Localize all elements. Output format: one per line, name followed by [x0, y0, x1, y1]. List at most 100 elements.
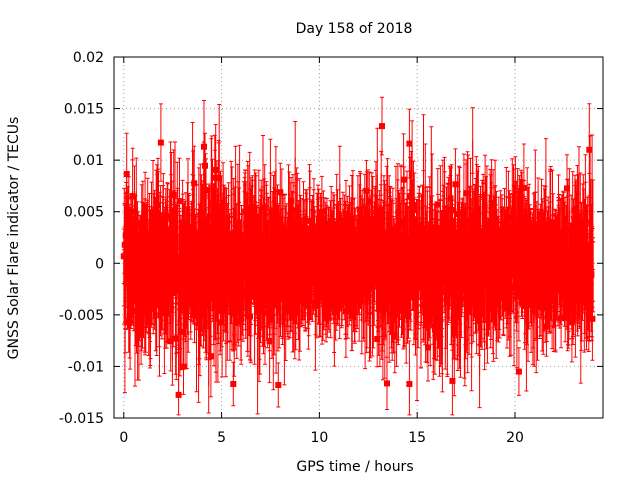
data-point: [219, 271, 226, 277]
data-point: [583, 304, 590, 311]
data-point: [220, 308, 227, 315]
y-tick-label: 0.005: [64, 205, 104, 221]
data-point: [217, 319, 224, 326]
data-point: [493, 258, 500, 265]
data-point: [569, 307, 576, 314]
data-point: [487, 303, 494, 310]
data-point: [137, 253, 144, 260]
y-tick-label: -0.01: [68, 359, 104, 375]
data-point: [147, 306, 154, 313]
data-point: [361, 256, 368, 263]
data-point: [278, 271, 285, 278]
data-point: [378, 251, 385, 258]
data-point: [558, 315, 565, 322]
data-point: [346, 274, 353, 281]
data-point: [363, 187, 370, 194]
data-point: [184, 279, 191, 286]
data-point: [145, 293, 152, 300]
data-point: [151, 214, 158, 220]
data-point: [228, 249, 235, 256]
data-point: [320, 208, 327, 215]
data-point: [425, 344, 431, 351]
data-point: [479, 288, 486, 295]
data-point: [133, 307, 140, 314]
data-point: [321, 260, 328, 267]
data-point: [532, 283, 539, 290]
data-point: [524, 242, 531, 249]
data-point: [488, 199, 495, 206]
data-point: [129, 193, 136, 200]
data-point: [304, 268, 311, 275]
data-point: [242, 208, 249, 215]
data-point: [298, 251, 305, 258]
data-point: [451, 242, 458, 249]
data-point: [329, 262, 336, 269]
data-point: [159, 216, 166, 223]
data-point: [563, 278, 569, 285]
data-point: [306, 217, 313, 224]
data-point: [398, 288, 405, 295]
data-point: [579, 275, 586, 282]
data-point: [225, 245, 232, 252]
data-point: [543, 323, 550, 330]
data-point: [458, 295, 465, 302]
data-point: [122, 232, 129, 239]
data-point: [536, 245, 543, 252]
data-point: [152, 287, 159, 294]
data-point: [460, 254, 467, 261]
data-point: [289, 291, 296, 298]
data-point: [351, 287, 358, 294]
data-point: [170, 192, 177, 198]
data-point: [305, 297, 312, 304]
data-point: [158, 250, 164, 257]
data-point: [457, 274, 464, 281]
data-point: [212, 166, 219, 173]
data-point: [358, 239, 365, 245]
data-point: [566, 261, 573, 268]
data-point: [182, 273, 189, 280]
data-point: [232, 303, 239, 310]
data-point: [379, 306, 386, 312]
data-point: [269, 250, 276, 257]
data-point: [355, 251, 362, 258]
data-point: [164, 213, 171, 220]
data-point: [535, 276, 542, 283]
data-point: [218, 205, 225, 212]
data-point: [565, 304, 572, 310]
data-point: [247, 313, 253, 320]
data-point: [447, 195, 454, 202]
data-point: [161, 288, 168, 295]
data-point: [141, 249, 148, 256]
data-point: [461, 258, 468, 265]
data-point: [466, 309, 473, 316]
data-point: [529, 255, 536, 261]
data-point: [455, 233, 462, 240]
data-point: [322, 228, 329, 235]
data-point: [195, 268, 202, 275]
data-point: [160, 306, 167, 313]
data-point: [245, 255, 251, 262]
data-point: [505, 294, 512, 301]
data-point: [521, 303, 528, 310]
data-point: [562, 215, 568, 222]
data-point: [286, 265, 293, 272]
data-point: [174, 254, 181, 261]
data-point: [390, 255, 397, 262]
data-point: [124, 223, 131, 230]
data-point: [587, 249, 594, 256]
y-axis-label: GNSS Solar Flare indicator / TECUs: [6, 117, 22, 360]
data-point: [307, 273, 314, 280]
data-point: [348, 312, 355, 319]
data-point: [571, 207, 578, 214]
data-point: [157, 139, 164, 146]
data-point: [272, 262, 279, 269]
data-point: [266, 337, 273, 344]
data-point: [427, 247, 433, 254]
data-point: [585, 262, 592, 269]
data-point: [344, 299, 351, 306]
data-point: [421, 265, 428, 272]
data-point: [293, 269, 299, 276]
data-point: [231, 300, 238, 306]
data-point: [202, 162, 208, 169]
data-point: [262, 226, 269, 232]
